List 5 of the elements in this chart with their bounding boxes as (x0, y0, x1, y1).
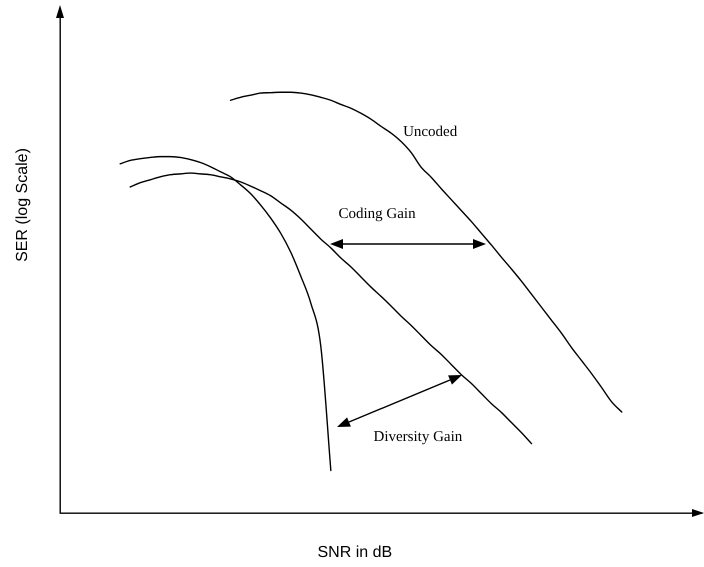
annotation: Coding Gain (338, 206, 416, 222)
annotation: Diversity Gain (374, 428, 462, 446)
x-axis-title: SNR in dB (318, 544, 392, 562)
series-label: Uncoded (403, 124, 458, 140)
y-axis-title: SER (log Scale) (14, 148, 32, 262)
